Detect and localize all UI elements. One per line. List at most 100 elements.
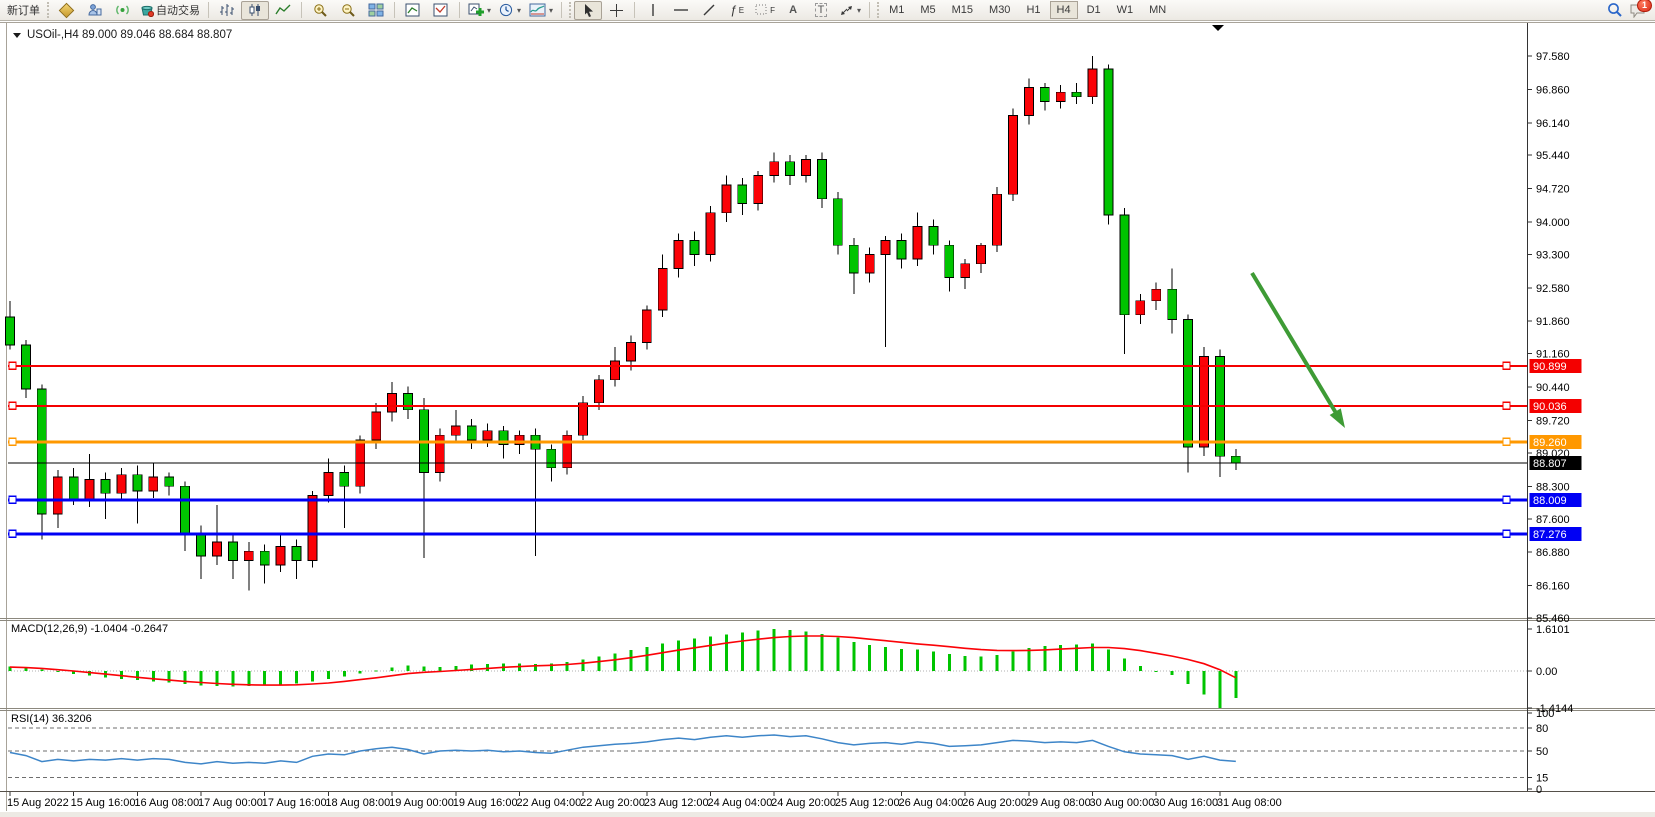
metaeditor-icon[interactable]: [80, 1, 108, 20]
time-tick-label: 24 Aug 04:00: [707, 797, 772, 809]
macd-histogram-bar: [1059, 644, 1063, 671]
bar-chart-button[interactable]: [213, 1, 241, 20]
macd-histogram-bar: [215, 671, 219, 687]
candle: [498, 430, 509, 445]
timeframe-button-H4[interactable]: H4: [1049, 1, 1078, 19]
trendline-icon: [703, 4, 715, 16]
candle: [116, 474, 127, 494]
chart-shift-marker[interactable]: [1212, 25, 1224, 31]
timeframe-button-M1[interactable]: M1: [889, 4, 905, 16]
macd-histogram-bar: [295, 671, 299, 684]
macd-histogram-bar: [1091, 643, 1095, 671]
macd-histogram-bar: [1202, 671, 1206, 695]
add-indicator-button[interactable]: ▾: [464, 1, 495, 20]
line-anchor-marker[interactable]: [8, 437, 17, 446]
data-window-icon: [405, 3, 420, 17]
time-tick-label: 16 Aug 08:00: [134, 797, 199, 809]
rsi-axis-label: 15: [1536, 773, 1548, 785]
template-button[interactable]: ▾: [525, 1, 557, 20]
toolbar-separator: [634, 2, 636, 18]
candle: [817, 159, 827, 200]
chevron-down-icon[interactable]: ▾: [549, 5, 554, 15]
new-order-button[interactable]: 新订单: [3, 2, 44, 19]
price-tick-label: 93.300: [1536, 249, 1570, 261]
chevron-down-icon[interactable]: ▾: [487, 5, 492, 15]
symbol-dropdown-icon[interactable]: [13, 33, 21, 38]
candle: [5, 316, 15, 346]
text-tool-button[interactable]: A: [779, 1, 807, 20]
line-anchor-marker[interactable]: [8, 529, 17, 538]
macd-histogram-bar: [915, 649, 919, 671]
timeframe-button-W1[interactable]: W1: [1116, 4, 1134, 16]
macd-histogram-bar: [151, 671, 155, 682]
macd-histogram-bar: [900, 648, 904, 671]
macd-histogram-bar: [342, 671, 346, 677]
timeframe-button-M5[interactable]: M5: [920, 4, 936, 16]
toolbar-gripper: [47, 2, 49, 18]
chart-canvas[interactable]: USOil-,H4 89.000 89.046 88.684 88.807 97.…: [0, 21, 1655, 817]
candle: [896, 240, 907, 260]
line-anchor-marker[interactable]: [1502, 437, 1511, 446]
timeframe-button-MN[interactable]: MN: [1149, 4, 1167, 16]
period-button[interactable]: ▾: [495, 1, 525, 20]
candle: [180, 485, 191, 534]
toolbar-separator: [561, 2, 563, 18]
macd-histogram-bar: [868, 644, 872, 671]
timeframe-button-M15[interactable]: M15: [951, 4, 974, 16]
line-anchor-marker[interactable]: [1502, 361, 1511, 370]
macd-histogram-bar: [247, 671, 251, 687]
candle: [976, 244, 987, 265]
zoom-in-button[interactable]: [306, 1, 334, 20]
zoom-out-button[interactable]: [334, 1, 362, 20]
time-tick-label: 17 Aug 16:00: [262, 797, 327, 809]
new-order-icon[interactable]: [52, 1, 80, 20]
crosshair-tool-button[interactable]: [602, 1, 630, 20]
arrows-tool-button[interactable]: ▾: [835, 1, 865, 20]
horizontal-line-tool-button[interactable]: [667, 1, 695, 20]
grid-tool-button[interactable]: F: [751, 1, 779, 20]
rsi-axis-label: 50: [1536, 746, 1548, 758]
candle: [1087, 68, 1098, 98]
chevron-down-icon[interactable]: ▾: [517, 5, 522, 15]
candle: [1151, 288, 1162, 302]
macd-histogram-bar: [8, 666, 12, 671]
indicator-window-button[interactable]: [427, 1, 455, 20]
line-anchor-marker[interactable]: [8, 495, 17, 505]
notifications-button[interactable]: 1: [1629, 0, 1652, 18]
timeframe-button-H1[interactable]: H1: [1026, 4, 1041, 16]
price-tag-label: 89.260: [1533, 437, 1567, 449]
timeframe-button-M30[interactable]: M30: [989, 4, 1011, 16]
macd-histogram-bar: [931, 651, 935, 671]
vertical-line-tool-button[interactable]: [639, 1, 667, 20]
macd-histogram-bar: [836, 637, 840, 671]
line-anchor-marker[interactable]: [1502, 401, 1511, 411]
timeframe-button-D1[interactable]: D1: [1086, 4, 1101, 16]
candle: [960, 263, 971, 279]
data-window-button[interactable]: [399, 1, 427, 20]
toolbar-gripper: [569, 2, 572, 18]
line-anchor-marker[interactable]: [8, 361, 17, 370]
line-chart-button[interactable]: [269, 1, 297, 20]
candle: [1039, 87, 1050, 102]
signals-icon[interactable]: [108, 1, 136, 20]
line-anchor-marker[interactable]: [1502, 495, 1511, 505]
candlestick-chart-button[interactable]: [241, 0, 269, 20]
trendline-tool-button[interactable]: [695, 1, 723, 20]
horizontal-line-objects: [8, 361, 1527, 538]
line-anchor-marker[interactable]: [8, 401, 17, 411]
textbox-icon: T: [814, 3, 828, 17]
trend-arrow[interactable]: [1250, 271, 1345, 428]
tile-windows-button[interactable]: [362, 1, 390, 20]
search-icon[interactable]: [1607, 2, 1623, 18]
candle: [657, 267, 668, 311]
time-tick-label: 15 Aug 16:00: [71, 797, 136, 809]
textbox-tool-button[interactable]: T: [807, 1, 835, 20]
auto-trading-button[interactable]: 自动交易: [136, 2, 204, 19]
macd-histogram-bar: [310, 671, 314, 682]
line-anchor-marker[interactable]: [1502, 529, 1511, 538]
macd-histogram-bar: [422, 666, 426, 671]
chevron-down-icon[interactable]: ▾: [857, 5, 862, 15]
macd-histogram-bar: [1106, 649, 1110, 671]
cursor-tool-button[interactable]: [574, 0, 603, 20]
